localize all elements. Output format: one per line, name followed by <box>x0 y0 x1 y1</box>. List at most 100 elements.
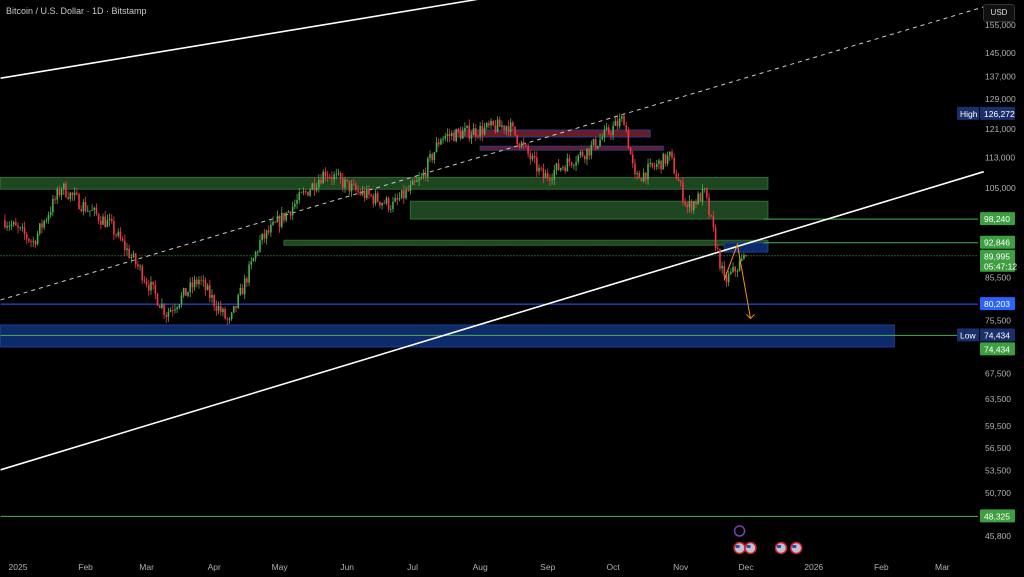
candle-body <box>171 310 174 311</box>
candle-body <box>392 201 394 209</box>
candle-body <box>533 155 536 158</box>
candle-body <box>56 189 59 200</box>
candle-body <box>206 285 209 291</box>
candle-body <box>531 155 534 160</box>
candle-body <box>716 248 719 250</box>
candle-body <box>743 255 745 259</box>
y-tick-label: 121,000 <box>985 124 1016 134</box>
candle-body <box>662 153 665 170</box>
candle-body <box>287 211 290 213</box>
candle-body <box>682 182 684 202</box>
x-tick-label: Jun <box>340 562 354 572</box>
candle-body <box>291 206 294 216</box>
candle-body <box>189 282 192 293</box>
price-label-countdown: 05:47:12 <box>984 262 1017 272</box>
candle-body <box>304 191 307 193</box>
candle-body <box>690 200 693 211</box>
zone-rectangle <box>409 200 769 220</box>
candle-body <box>23 227 26 235</box>
candle-body <box>106 220 109 228</box>
candle-body <box>69 192 72 199</box>
zone-rectangle <box>453 129 651 138</box>
us-flag-event-icon[interactable] <box>790 541 803 555</box>
candle-body <box>636 173 638 175</box>
zone-rectangle <box>283 239 769 246</box>
y-tick-label: 155,000 <box>985 20 1016 30</box>
candle-body <box>407 190 410 191</box>
candle-body <box>703 188 706 190</box>
candle-body <box>503 125 505 130</box>
high-value-label-bg <box>980 106 1015 120</box>
candle-body <box>228 319 231 320</box>
candle-body <box>370 194 372 196</box>
candle-body <box>599 139 601 146</box>
candle-body <box>331 177 333 180</box>
high-value-label-text: 126,272 <box>984 109 1015 119</box>
candle-body <box>45 219 48 221</box>
candle-body <box>8 225 11 227</box>
candle-body <box>58 189 61 196</box>
candle-body <box>420 176 423 179</box>
candle-body <box>337 173 340 174</box>
candle-body <box>381 203 383 206</box>
us-flag-event-icon[interactable] <box>774 541 788 555</box>
candle-body <box>581 151 584 157</box>
candle-body <box>296 199 298 204</box>
candle-body <box>557 163 560 171</box>
candle-body <box>128 248 130 259</box>
flag-canton <box>792 545 797 548</box>
candle-body <box>283 212 285 221</box>
x-tick-label: May <box>272 562 289 572</box>
candle-body <box>570 162 573 166</box>
candle-body <box>108 218 111 221</box>
candle-body <box>34 241 37 245</box>
candle-body <box>6 226 8 228</box>
candle-body <box>468 125 471 139</box>
candle-body <box>470 134 473 139</box>
candle-body <box>328 176 331 178</box>
candle-body <box>564 167 566 172</box>
candle-body <box>252 258 255 262</box>
candle-body <box>134 253 137 265</box>
trendline <box>0 170 984 471</box>
candle-body <box>263 233 266 239</box>
x-tick-label: Aug <box>473 562 488 572</box>
x-tick-label: Dec <box>739 562 755 572</box>
price-label: 48,325 <box>980 509 1015 523</box>
us-flag-event-icon[interactable] <box>744 541 757 555</box>
candle-body <box>451 132 453 136</box>
candle-body <box>546 173 549 178</box>
candle-body <box>625 125 628 131</box>
candle-body <box>389 208 392 210</box>
x-tick-label: 2026 <box>804 562 823 572</box>
candle-body <box>169 310 172 312</box>
candle-body <box>507 126 510 132</box>
candle-body <box>148 284 150 291</box>
candle-body <box>549 177 551 181</box>
candle-body <box>145 281 148 285</box>
candle-body <box>161 304 163 309</box>
candle-body <box>655 163 658 168</box>
candle-body <box>30 241 32 242</box>
low-label: Low <box>957 328 979 342</box>
candle-body <box>91 210 93 211</box>
candle-body <box>490 120 492 126</box>
candle-body <box>712 216 715 228</box>
candle-body <box>623 116 625 126</box>
candle-body <box>475 128 477 137</box>
candle-body <box>527 145 529 154</box>
candle-body <box>226 318 229 320</box>
high-label-text: High <box>960 109 978 119</box>
us-flag-event-icon[interactable] <box>733 541 746 555</box>
zone-rectangle <box>0 324 895 348</box>
currency-button[interactable]: USD <box>983 4 1015 22</box>
candle-body <box>708 197 710 215</box>
candle-body <box>645 172 647 180</box>
flag-canton <box>777 545 781 548</box>
candle-body <box>518 144 521 147</box>
candle-body <box>686 204 689 208</box>
candle-body <box>403 190 405 199</box>
candle-body <box>280 212 283 227</box>
